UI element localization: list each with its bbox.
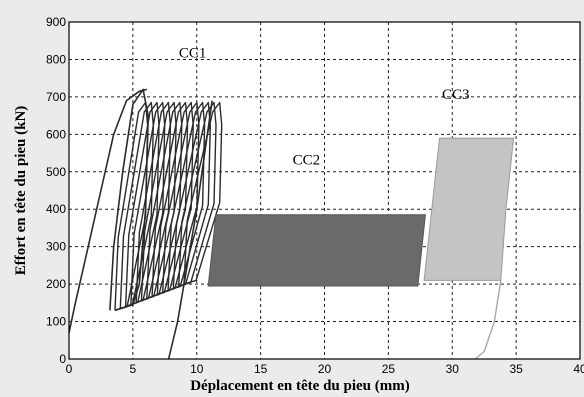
plot-frame (68, 21, 581, 360)
series-cc3 (423, 137, 515, 360)
cc3-band (423, 137, 515, 281)
cc1-loop-line (178, 101, 217, 287)
x-tick-label: 40 (573, 362, 584, 376)
x-tick-label: 10 (190, 362, 204, 376)
y-tick-label: 800 (46, 52, 66, 66)
cc3-unloading-line (474, 280, 502, 360)
cc1-initial-loading-line (68, 88, 148, 333)
x-tick-label: 5 (130, 362, 137, 376)
axes-box (68, 21, 581, 360)
y-tick-label: 300 (46, 240, 66, 254)
cc1-loop-line (151, 101, 189, 297)
cc1-loop-line (183, 101, 223, 285)
x-axis-title: Déplacement en tête du pieu (mm) (190, 378, 410, 394)
series-cc1 (68, 88, 223, 360)
x-tick-label: 20 (318, 362, 332, 376)
x-tick-label: 35 (509, 362, 523, 376)
cc1-loop-line (130, 101, 166, 305)
annotation-label: CC1 (179, 46, 207, 62)
x-tick-label: 30 (446, 362, 460, 376)
annotations: CC1 CC2 CC3 (179, 46, 470, 169)
cc1-loop-line (114, 101, 149, 311)
cc1-loop-line (172, 101, 211, 289)
cc1-loop-line (140, 101, 177, 301)
tick-labels: 0 5 10 15 20 25 30 35 40010020030040050060070080… (46, 15, 584, 376)
y-tick-label: 600 (46, 127, 66, 141)
cc1-loop-line (119, 101, 154, 309)
y-tick-label: 0 (59, 352, 66, 366)
x-tick-label: 25 (382, 362, 396, 376)
y-tick-label: 400 (46, 202, 66, 216)
cc1-loop-line (135, 101, 172, 303)
series-cc2 (207, 214, 426, 287)
series-group (68, 88, 515, 360)
cc1-loop-line (146, 101, 183, 299)
annotation-label: CC2 (293, 152, 321, 168)
cc1-loop-line (156, 101, 194, 295)
y-tick-label: 500 (46, 165, 66, 179)
x-tick-label: 0 (66, 362, 73, 376)
x-tick-label: 15 (254, 362, 268, 376)
cc1-unloading-line (167, 100, 213, 360)
cc2-band (207, 214, 426, 287)
cc1-loop-line (124, 101, 160, 307)
y-axis-title: Effort en tête du pieu (kN) (13, 106, 29, 276)
annotation-label: CC3 (442, 87, 470, 103)
y-tick-label: 200 (46, 277, 66, 291)
y-tick-label: 700 (46, 90, 66, 104)
y-tick-label: 900 (46, 15, 66, 29)
y-tick-label: 100 (46, 315, 66, 329)
